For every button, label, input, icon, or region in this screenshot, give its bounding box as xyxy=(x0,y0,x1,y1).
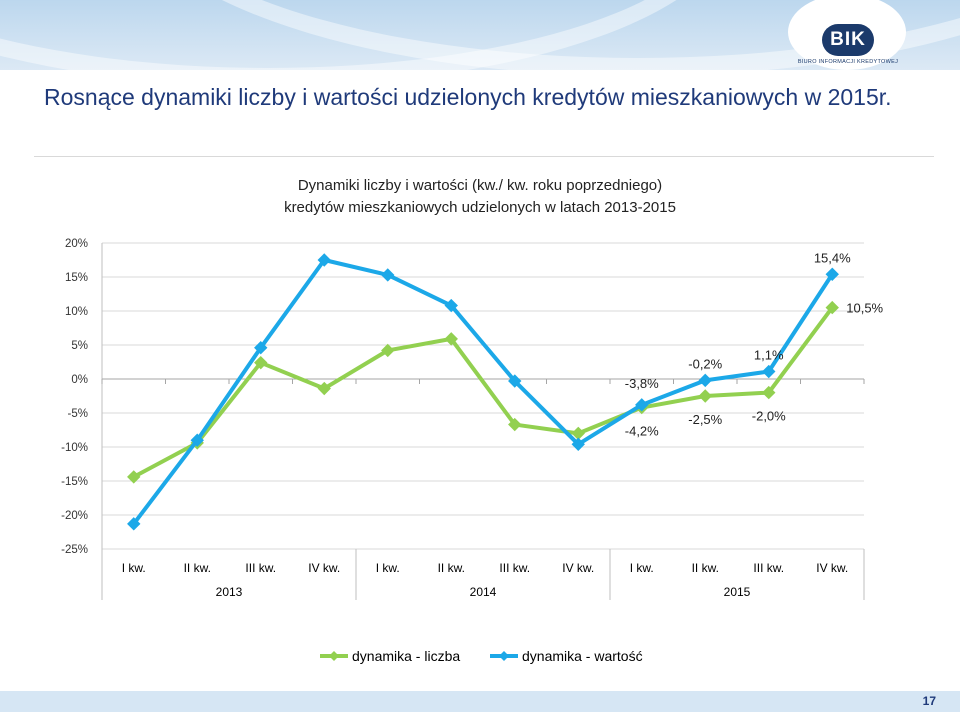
data-point xyxy=(127,517,141,531)
x-tick-label: II kw. xyxy=(692,561,719,575)
x-tick-label: III kw. xyxy=(753,561,784,575)
data-point xyxy=(444,298,458,313)
chart-title: Dynamiki liczby i wartości (kw./ kw. rok… xyxy=(230,175,730,219)
data-point xyxy=(635,398,649,412)
x-tick-label: III kw. xyxy=(245,561,276,575)
chart-title-line1: Dynamiki liczby i wartości (kw./ kw. rok… xyxy=(297,177,663,194)
logo-caption: BIURO INFORMACJI KREDYTOWEJ xyxy=(797,59,899,65)
data-point xyxy=(762,385,776,400)
y-tick-label: -20% xyxy=(61,510,88,522)
logo-text: BIK xyxy=(830,29,866,50)
x-tick-label: II kw. xyxy=(438,561,465,575)
data-label: 10,5% xyxy=(846,301,883,316)
title-divider xyxy=(34,156,934,157)
legend-swatch-marker xyxy=(329,651,339,661)
bik-logo[interactable]: BIK xyxy=(822,24,874,56)
data-label: -2,5% xyxy=(688,412,722,427)
data-label: 15,4% xyxy=(814,250,851,265)
series-line xyxy=(132,258,834,526)
data-point xyxy=(381,343,395,358)
x-tick-label: I kw. xyxy=(630,561,654,575)
data-point xyxy=(127,470,141,484)
series-line xyxy=(132,306,834,479)
x-tick-label: III kw. xyxy=(499,561,530,575)
data-point xyxy=(444,332,458,346)
data-point xyxy=(254,341,268,355)
x-tick-label: IV kw. xyxy=(308,561,340,575)
x-group-label: 2014 xyxy=(470,585,497,599)
data-point xyxy=(571,437,585,451)
legend-swatch-marker xyxy=(499,651,509,661)
y-tick-label: 15% xyxy=(65,272,88,284)
data-label: -4,2% xyxy=(625,424,659,439)
data-label: 1,1% xyxy=(754,348,784,363)
y-tick-label: -25% xyxy=(61,544,88,556)
y-tick-label: 0% xyxy=(71,374,88,386)
data-point xyxy=(698,373,712,388)
x-tick-label: IV kw. xyxy=(816,561,848,575)
y-tick-label: 5% xyxy=(71,340,88,352)
y-tick-label: -15% xyxy=(61,476,88,488)
data-label: -3,8% xyxy=(625,376,659,391)
data-point xyxy=(508,417,522,432)
data-point xyxy=(254,355,268,370)
x-tick-label: I kw. xyxy=(376,561,400,575)
x-tick-label: I kw. xyxy=(122,561,146,575)
data-point xyxy=(317,253,331,267)
data-point xyxy=(762,364,776,379)
data-label: -0,2% xyxy=(688,356,722,371)
legend-label: dynamika - wartość xyxy=(522,648,643,664)
page-number: 17 xyxy=(922,694,936,708)
data-point xyxy=(381,268,395,282)
slide-title: Rosnące dynamiki liczby i wartości udzie… xyxy=(44,84,892,110)
y-tick-label: -10% xyxy=(61,442,88,454)
legend-label: dynamika - liczba xyxy=(352,648,460,664)
data-label: -2,0% xyxy=(752,409,786,424)
x-tick-label: IV kw. xyxy=(562,561,594,575)
data-point xyxy=(190,433,204,447)
data-point xyxy=(825,267,839,281)
y-tick-label: -5% xyxy=(68,408,88,420)
y-tick-label: 10% xyxy=(65,306,88,318)
data-point xyxy=(317,381,331,396)
data-point xyxy=(698,389,712,403)
footer-strip xyxy=(0,691,960,712)
chart-title-line2: kredytów mieszkaniowych udzielonych w la… xyxy=(284,199,676,216)
x-group-label: 2013 xyxy=(216,585,243,599)
x-group-label: 2015 xyxy=(724,585,751,599)
data-point xyxy=(508,374,522,388)
data-point xyxy=(825,300,839,315)
y-tick-label: 20% xyxy=(65,238,88,250)
x-tick-label: II kw. xyxy=(184,561,211,575)
